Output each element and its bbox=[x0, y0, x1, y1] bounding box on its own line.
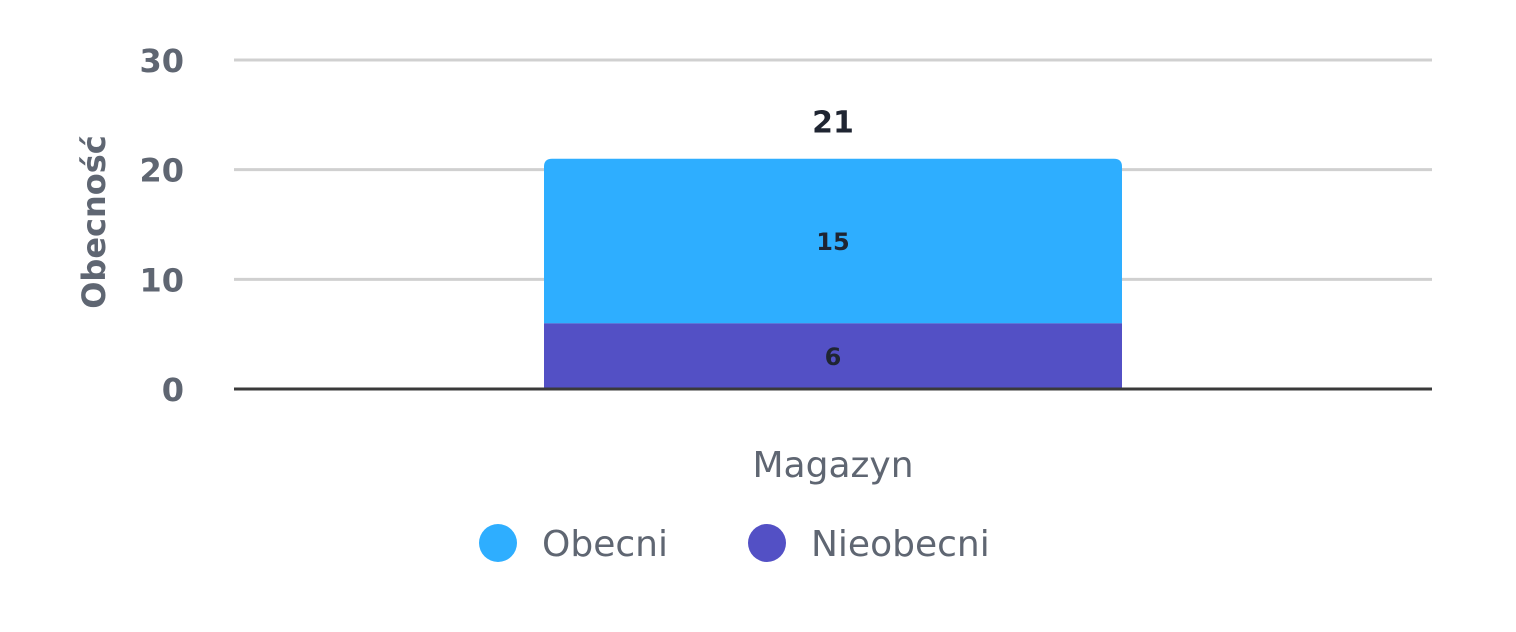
data-label-nieobecni: 6 bbox=[825, 343, 842, 371]
legend-swatch-nieobecni bbox=[748, 524, 786, 562]
y-tick-labels: 0 10 20 30 bbox=[139, 42, 184, 409]
bars: 6 15 21 bbox=[544, 106, 1122, 389]
x-category-labels: Magazyn bbox=[752, 445, 913, 486]
legend: Obecni Nieobecni bbox=[479, 524, 990, 565]
y-axis-title: Obecność bbox=[75, 135, 113, 309]
y-tick-label-10: 10 bbox=[139, 261, 184, 299]
y-tick-label-30: 30 bbox=[139, 42, 184, 80]
x-category-label: Magazyn bbox=[752, 445, 913, 486]
legend-label-nieobecni: Nieobecni bbox=[811, 524, 990, 565]
y-tick-label-0: 0 bbox=[162, 371, 184, 409]
data-label-obecni: 15 bbox=[816, 228, 849, 256]
bar-segment-nieobecni bbox=[544, 323, 1122, 389]
legend-swatch-obecni bbox=[479, 524, 517, 562]
bar-segment-obecni bbox=[544, 158, 1122, 324]
y-tick-label-20: 20 bbox=[139, 152, 184, 190]
total-label: 21 bbox=[812, 106, 854, 141]
legend-label-obecni: Obecni bbox=[542, 524, 668, 565]
